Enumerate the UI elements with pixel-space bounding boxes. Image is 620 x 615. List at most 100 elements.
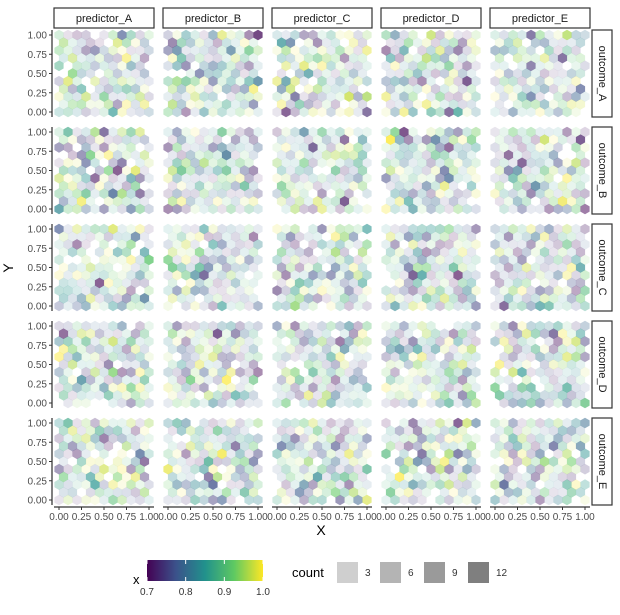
hex-bin [530, 456, 541, 467]
hex-bin [330, 52, 341, 64]
hex-bin [208, 91, 218, 102]
hex-bin [435, 285, 445, 296]
hex-bin [303, 471, 314, 483]
hex-bin [76, 231, 87, 242]
hex-bin [348, 68, 359, 79]
hex-bin [81, 29, 91, 41]
hex-bin [471, 239, 481, 250]
hex-bin [217, 45, 227, 56]
hex-bin [503, 487, 514, 498]
hex-bin [539, 456, 550, 467]
hex-bin [357, 165, 368, 176]
hex-bin [212, 425, 223, 436]
hex-bin [185, 293, 196, 304]
hex-bin [117, 382, 127, 393]
hex-bin [408, 172, 418, 184]
hex-bin [535, 91, 545, 102]
hex-bin [317, 106, 327, 118]
hex-bin [353, 433, 363, 444]
hex-bin [499, 336, 509, 347]
hex-bin [557, 83, 568, 95]
hex-bin [426, 60, 436, 72]
hex-bin [272, 382, 282, 393]
hex-bin [81, 320, 91, 332]
hex-bin [281, 60, 291, 72]
hex-bin [253, 448, 263, 460]
hex-bin [217, 188, 227, 199]
hex-bin [248, 374, 259, 386]
hex-bin [381, 285, 391, 296]
hex-bin [130, 262, 141, 273]
hex-bin [503, 390, 514, 401]
hex-bin [526, 336, 536, 347]
hex-bin [362, 417, 372, 429]
hex-bin [385, 440, 396, 452]
hex-bin [403, 359, 414, 370]
hex-bin [144, 351, 154, 363]
hex-bin [408, 254, 418, 266]
hex-bin [580, 91, 590, 102]
hex-bin [90, 433, 100, 444]
hex-bin [530, 68, 541, 79]
hex-bin [85, 343, 96, 355]
hex-bin [230, 343, 241, 355]
hex-bin [72, 75, 82, 87]
hex-bin [512, 328, 523, 339]
hex-bin [130, 68, 141, 79]
hex-bin [494, 277, 505, 289]
hex-bin [121, 390, 132, 401]
hex-bin [108, 417, 118, 429]
hex-bin [421, 277, 432, 289]
hex-bin [94, 456, 105, 467]
hex-bin [99, 433, 109, 444]
hex-bin [76, 52, 87, 64]
hex-bin [212, 293, 223, 304]
hex-bin [439, 277, 450, 289]
hex-bin [330, 180, 341, 192]
hex-bin [217, 269, 227, 281]
hex-bin [190, 203, 200, 215]
hex-bin [281, 75, 291, 87]
hex-bin [76, 293, 87, 304]
hex-bin [553, 157, 563, 169]
hex-bin [85, 487, 96, 498]
hex-bin [494, 231, 505, 242]
hex-bin [571, 433, 581, 444]
hex-bin [103, 328, 114, 339]
hex-bin [163, 320, 173, 332]
hex-bin [63, 463, 73, 475]
hex-bin [535, 29, 545, 41]
hex-bin [339, 487, 350, 498]
hex-bin [276, 231, 287, 242]
hex-bin [63, 351, 73, 363]
hex-bin [312, 390, 323, 401]
hex-bin [381, 320, 391, 332]
hex-bin [72, 269, 82, 281]
hex-bin [108, 172, 118, 184]
hex-bin [290, 157, 300, 169]
hex-bin [81, 448, 91, 460]
hex-bin [435, 254, 445, 266]
hex-bin [194, 456, 205, 467]
hex-bin [144, 29, 154, 41]
hex-bin [408, 223, 418, 235]
hex-bin [235, 60, 245, 72]
hex-bin [199, 336, 209, 347]
hex-bin [272, 397, 282, 409]
hex-bin [471, 397, 481, 409]
hex-bin [462, 366, 472, 378]
hex-bin [394, 262, 405, 273]
hex-bin [381, 75, 391, 87]
hex-bin [462, 45, 472, 56]
hex-bin [394, 277, 405, 289]
hex-bin [444, 269, 454, 281]
fill-legend: x 0.7 0.8 0.9 1.0 [133, 560, 270, 598]
y-tick-label: 1.00 [28, 419, 48, 430]
hex-bin [108, 45, 118, 56]
hex-bin [239, 328, 250, 339]
hex-bin [499, 223, 509, 235]
hex-bin [176, 246, 187, 258]
hex-bin [490, 75, 500, 87]
hex-bin [58, 165, 69, 176]
hex-bin [281, 29, 291, 41]
